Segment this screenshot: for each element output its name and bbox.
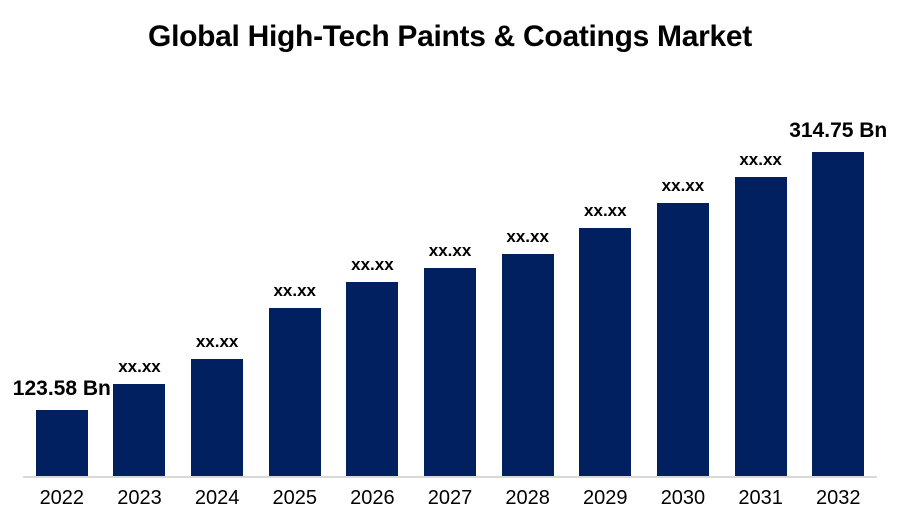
x-axis-tick-label: 2032: [815, 487, 861, 509]
bar-value-label: xx.xx: [195, 331, 239, 351]
x-axis-tick-label: 2023: [117, 487, 162, 509]
bar-value-label: xx.xx: [273, 280, 317, 300]
bar-slot: xx.xx: [178, 70, 256, 476]
bar: [734, 177, 787, 476]
x-axis-tick-label: 2030: [660, 487, 706, 509]
bar-value-label: xx.xx: [351, 254, 394, 274]
bar-value-label: xx.xx: [506, 227, 549, 247]
bar-slot: 314.75 Bn: [789, 70, 887, 476]
bar-value-label: 123.58 Bn: [12, 377, 111, 401]
bar-slot: xx.xx: [566, 70, 644, 476]
x-axis-tick-label: 2024: [194, 487, 240, 509]
bar: [346, 281, 399, 476]
bar-value-label: xx.xx: [118, 357, 161, 377]
bar-value-label: 314.75 Bn: [789, 118, 888, 142]
bar: [579, 228, 632, 476]
bar: [424, 268, 477, 476]
chart-title: Global High-Tech Paints & Coatings Marke…: [148, 20, 752, 53]
bar-value-label: xx.xx: [428, 241, 472, 260]
bar: [268, 307, 321, 476]
bar-slot: 123.58 Bn: [13, 70, 111, 476]
bar-slot: xx.xx: [644, 70, 722, 476]
x-axis-tick-label: 2029: [583, 487, 628, 509]
x-axis-tick-label: 2031: [738, 487, 783, 509]
bar-slot: xx.xx: [489, 70, 567, 476]
bar: [35, 410, 88, 476]
x-axis-tick-label: 2026: [350, 487, 395, 509]
x-axis-tick-label: 2027: [427, 487, 473, 509]
bar: [656, 203, 709, 476]
bar-value-label: xx.xx: [661, 176, 705, 196]
bar: [812, 151, 865, 476]
x-axis-line: [23, 476, 877, 478]
x-axis-tick-label: 2028: [505, 487, 550, 509]
x-axis-tick-label: 2022: [39, 487, 85, 509]
bar-slot: xx.xx: [101, 70, 179, 476]
bar-value-label: xx.xx: [584, 201, 627, 221]
x-axis-labels: 2022 2023 2024 2025 2026 2027 2028 2029 …: [23, 487, 877, 510]
x-axis-tick-label: 2025: [272, 487, 317, 509]
bar: [191, 358, 244, 476]
bar-slot: xx.xx: [256, 70, 334, 476]
bar-slot: xx.xx: [334, 70, 412, 476]
bar: [113, 384, 166, 476]
bar: [501, 254, 554, 476]
bar-slot: xx.xx: [411, 70, 489, 476]
bar-slot: xx.xx: [722, 70, 800, 476]
bars-container: 123.58 Bn xx.xx xx.xx xx.xx xx.xx xx.xx …: [13, 70, 887, 476]
bar-value-label: xx.xx: [739, 150, 782, 170]
plot-area: 123.58 Bn xx.xx xx.xx xx.xx xx.xx xx.xx …: [13, 70, 887, 478]
